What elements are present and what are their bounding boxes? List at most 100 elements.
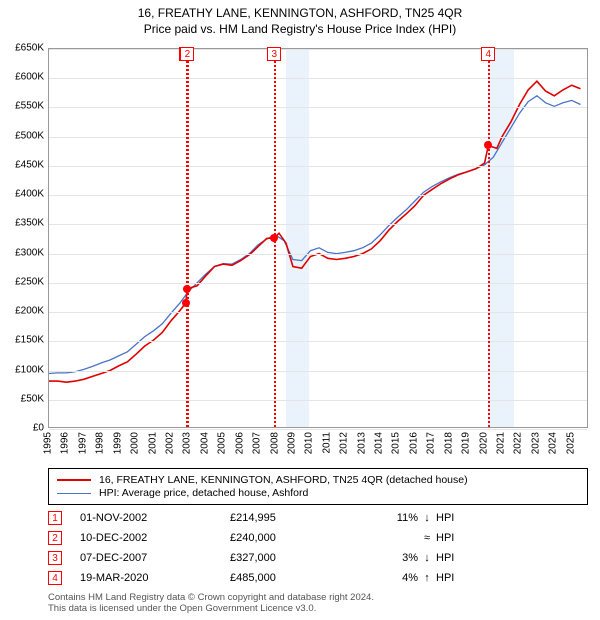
page-subtitle: Price paid vs. HM Land Registry's House …: [0, 22, 600, 36]
gridline: [49, 254, 587, 255]
x-tick-label: 2001: [147, 432, 158, 454]
sale-marker-badge: 4: [481, 47, 495, 61]
x-tick-label: 2000: [130, 432, 141, 454]
legend-label-subject: 16, FREATHY LANE, KENNINGTON, ASHFORD, T…: [99, 474, 468, 486]
sales-row: 1 01-NOV-2002£214,99511%↓HPI: [48, 508, 588, 528]
legend-swatch-subject: [57, 479, 91, 481]
sales-row-badge: 3: [48, 551, 62, 565]
x-tick-label: 2019: [461, 432, 472, 454]
sale-marker-line: [488, 49, 490, 427]
sales-row-price: £214,995: [230, 512, 360, 524]
y-tick-label: £350K: [0, 218, 44, 229]
x-tick-label: 2010: [304, 432, 315, 454]
sales-row-price: £485,000: [230, 572, 360, 584]
sale-point: [183, 285, 191, 293]
x-tick-label: 1996: [60, 432, 71, 454]
x-tick-label: 2005: [217, 432, 228, 454]
sale-marker-badge: 2: [180, 47, 194, 61]
x-tick-label: 2002: [164, 432, 175, 454]
y-tick-label: £0: [0, 423, 44, 434]
y-tick-label: £50K: [0, 393, 44, 404]
sales-row-price: £327,000: [230, 552, 360, 564]
x-tick-label: 2011: [321, 432, 332, 454]
sale-marker-badge: 3: [267, 47, 281, 61]
gridline: [49, 371, 587, 372]
y-tick-label: £150K: [0, 335, 44, 346]
sales-row-rel: HPI: [436, 532, 476, 544]
legend-item-hpi: HPI: Average price, detached house, Ashf…: [57, 487, 579, 499]
sales-row-pct: 4%: [360, 572, 418, 584]
series-line-subject: [49, 81, 581, 382]
x-tick-label: 2021: [496, 432, 507, 454]
sales-row-badge: 1: [48, 511, 62, 525]
gridline: [49, 78, 587, 79]
sales-row-price: £240,000: [230, 532, 360, 544]
y-tick-label: £400K: [0, 189, 44, 200]
y-tick-label: £450K: [0, 159, 44, 170]
sales-row-date: 07-DEC-2007: [80, 552, 230, 564]
gridline: [49, 137, 587, 138]
sale-point: [270, 234, 278, 242]
gridline: [49, 400, 587, 401]
y-tick-label: £250K: [0, 276, 44, 287]
footer-line-1: Contains HM Land Registry data © Crown c…: [48, 592, 588, 603]
title-block: 16, FREATHY LANE, KENNINGTON, ASHFORD, T…: [0, 0, 600, 36]
gridline: [49, 166, 587, 167]
sales-row-pct: 11%: [360, 512, 418, 524]
sales-row-date: 10-DEC-2002: [80, 532, 230, 544]
sales-table: 101-NOV-2002£214,99511%↓HPI210-DEC-2002£…: [48, 508, 588, 588]
sales-row-rel: HPI: [436, 572, 476, 584]
x-tick-label: 2016: [408, 432, 419, 454]
x-tick-label: 2014: [374, 432, 385, 454]
gridline: [49, 49, 587, 50]
sales-row: 419-MAR-2020£485,0004%↑HPI: [48, 568, 588, 588]
x-tick-label: 2013: [356, 432, 367, 454]
sales-row-arrow: ↓: [418, 512, 436, 524]
y-tick-label: £200K: [0, 306, 44, 317]
page-title: 16, FREATHY LANE, KENNINGTON, ASHFORD, T…: [0, 6, 600, 20]
x-tick-label: 2022: [513, 432, 524, 454]
y-tick-label: £300K: [0, 247, 44, 258]
sales-row-rel: HPI: [436, 552, 476, 564]
x-tick-label: 2007: [252, 432, 263, 454]
gridline: [49, 429, 587, 430]
chart-lines: [49, 49, 589, 429]
footer-note: Contains HM Land Registry data © Crown c…: [48, 592, 588, 615]
x-tick-label: 2023: [530, 432, 541, 454]
gridline: [49, 312, 587, 313]
legend-item-subject: 16, FREATHY LANE, KENNINGTON, ASHFORD, T…: [57, 474, 579, 486]
gridline: [49, 283, 587, 284]
x-tick-label: 2009: [286, 432, 297, 454]
legend-label-hpi: HPI: Average price, detached house, Ashf…: [99, 487, 308, 499]
x-tick-label: 1998: [95, 432, 106, 454]
x-tick-label: 1999: [112, 432, 123, 454]
x-tick-label: 2004: [199, 432, 210, 454]
y-tick-label: £650K: [0, 43, 44, 54]
x-tick-label: 2008: [269, 432, 280, 454]
legend: 16, FREATHY LANE, KENNINGTON, ASHFORD, T…: [48, 468, 588, 505]
sales-row-pct: 3%: [360, 552, 418, 564]
sales-row-arrow: ≈: [418, 532, 436, 544]
x-tick-label: 2025: [565, 432, 576, 454]
x-tick-label: 2012: [339, 432, 350, 454]
sales-row-date: 01-NOV-2002: [80, 512, 230, 524]
x-tick-label: 2003: [182, 432, 193, 454]
sales-row-rel: HPI: [436, 512, 476, 524]
sales-row-badge: 4: [48, 571, 62, 585]
legend-swatch-hpi: [57, 493, 91, 494]
y-tick-label: £100K: [0, 364, 44, 375]
sales-row-badge: 2: [48, 531, 62, 545]
x-tick-label: 2024: [548, 432, 559, 454]
y-tick-label: £600K: [0, 72, 44, 83]
sales-row-arrow: ↓: [418, 552, 436, 564]
footer-line-2: This data is licensed under the Open Gov…: [48, 603, 588, 614]
gridline: [49, 224, 587, 225]
sale-point: [484, 141, 492, 149]
y-tick-label: £550K: [0, 101, 44, 112]
x-tick-label: 2017: [426, 432, 437, 454]
sales-row-arrow: ↑: [418, 572, 436, 584]
x-tick-label: 1997: [77, 432, 88, 454]
x-tick-label: 1995: [43, 432, 54, 454]
y-tick-label: £500K: [0, 130, 44, 141]
gridline: [49, 195, 587, 196]
